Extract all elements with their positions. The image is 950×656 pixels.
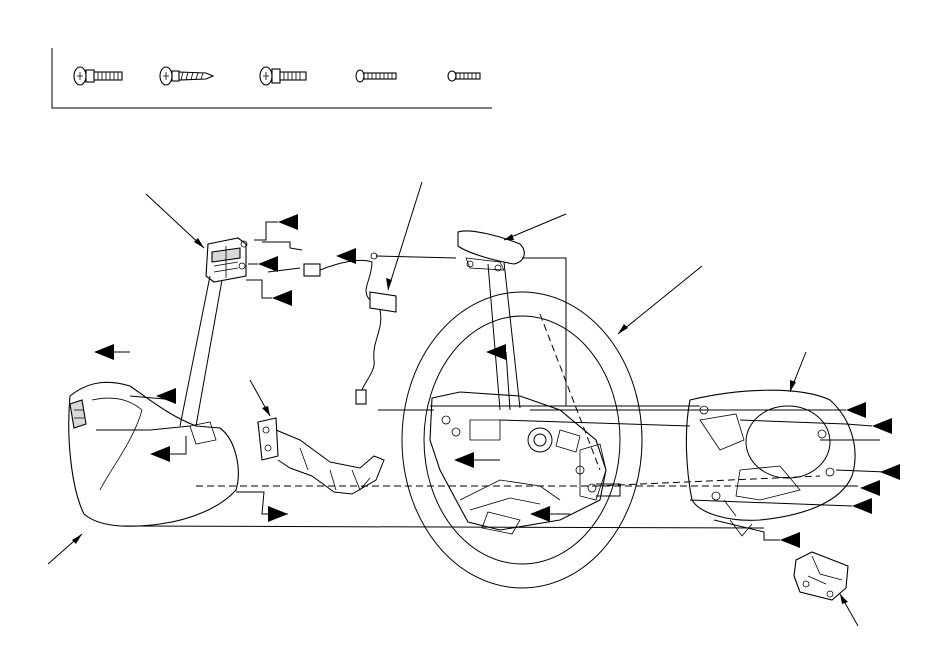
callout-marker xyxy=(278,214,298,230)
tapping-screw-icon xyxy=(159,66,215,86)
steering-wheel xyxy=(401,291,643,589)
steering-wheel-rear-cover xyxy=(685,389,856,537)
flange-bolt-phillips-icon xyxy=(73,66,123,86)
connection-lines xyxy=(96,255,887,541)
callout-marker xyxy=(530,506,550,522)
steering-wheel-emblem-cover xyxy=(457,230,525,272)
callout-marker xyxy=(258,256,278,272)
cruise-control-switch xyxy=(205,237,248,283)
callout-marker xyxy=(880,464,900,480)
callout-marker xyxy=(150,446,170,462)
callout-marker xyxy=(852,498,872,514)
callout-marker xyxy=(780,532,800,548)
callout-marker xyxy=(156,388,176,404)
callout-marker xyxy=(860,480,880,496)
callout-marker xyxy=(94,344,114,360)
fastener-legend xyxy=(51,48,492,109)
lower-cover xyxy=(793,551,849,601)
callout-marker xyxy=(336,248,356,264)
callout-markers xyxy=(94,214,900,548)
callout-marker xyxy=(486,344,506,360)
callout-marker xyxy=(272,290,292,306)
lower-bracket xyxy=(257,417,385,495)
callout-marker xyxy=(872,418,892,434)
callout-marker xyxy=(268,506,288,522)
small-pan-screw-icon xyxy=(447,70,481,82)
flange-bolt-hex-icon xyxy=(259,66,307,86)
leader-lines xyxy=(47,181,859,627)
callout-marker xyxy=(846,402,866,418)
steering-wheel-harness xyxy=(303,252,397,405)
pan-screw-icon xyxy=(355,69,397,83)
callout-marker xyxy=(454,452,474,468)
